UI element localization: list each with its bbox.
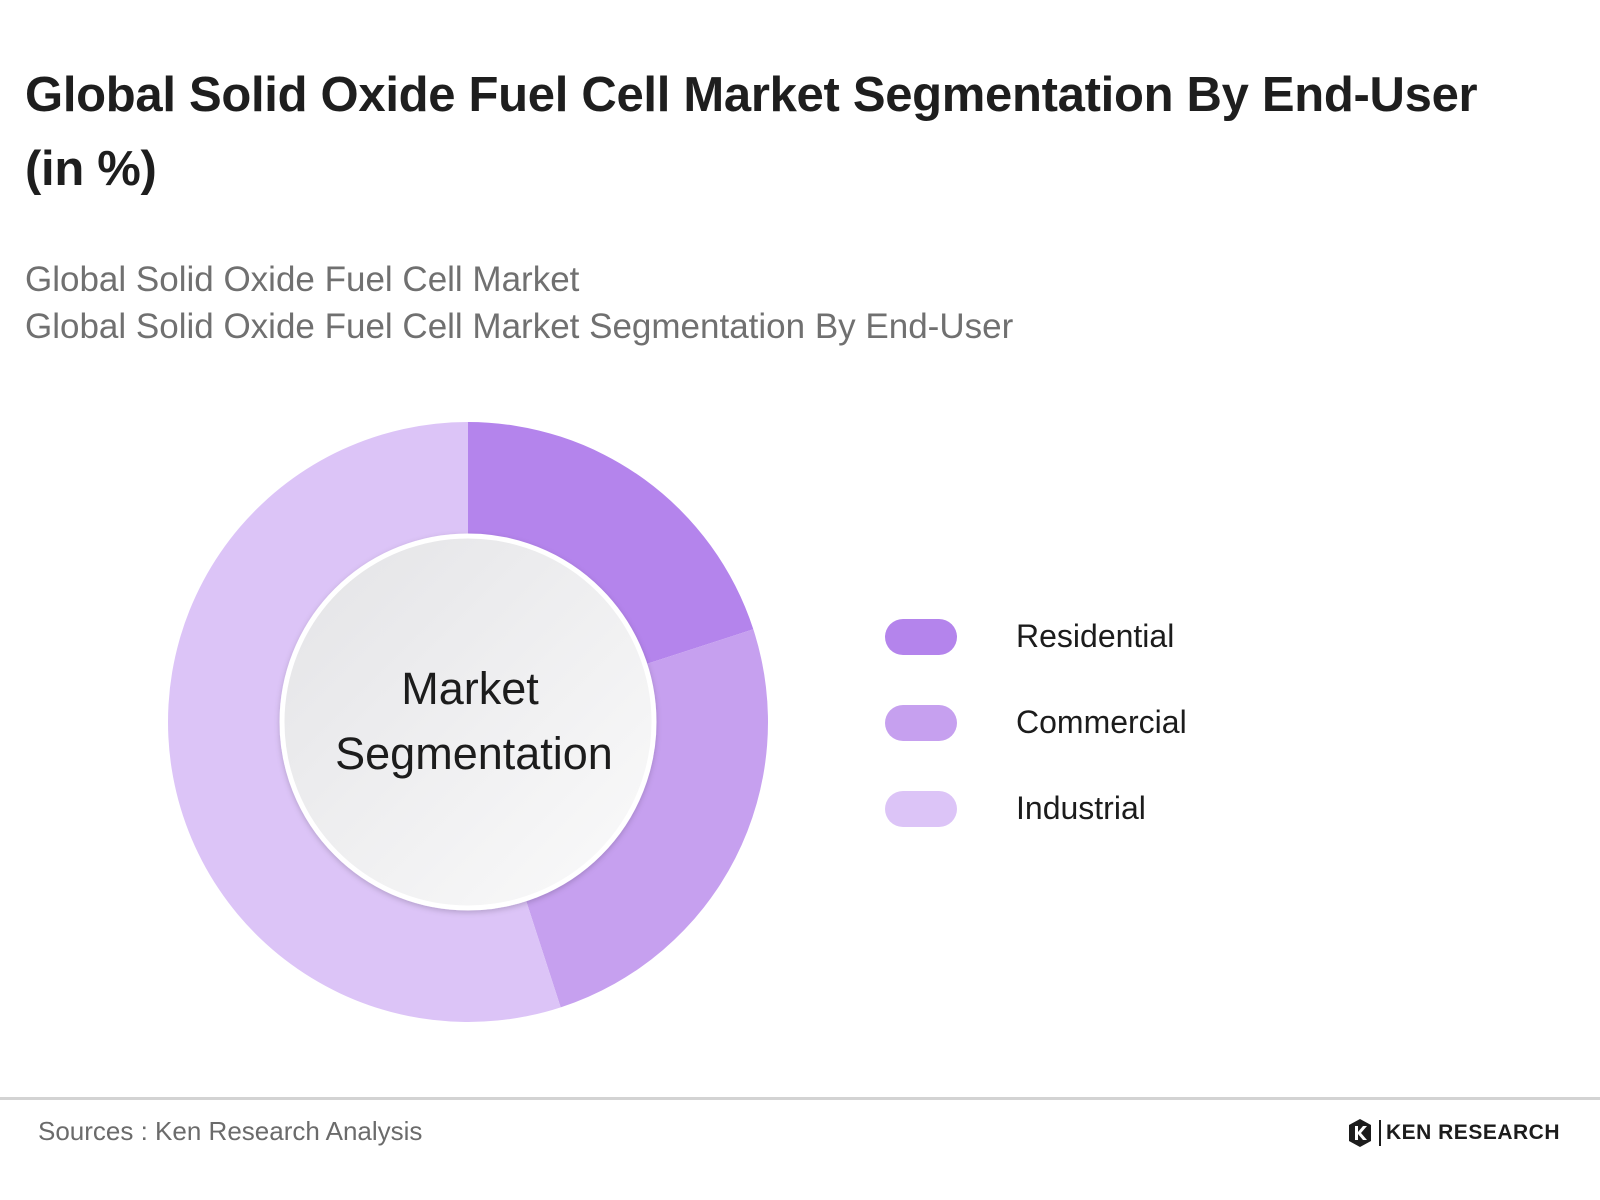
legend-item-commercial: Commercial <box>885 702 1385 742</box>
chart-subtitle-segmentation: Global Solid Oxide Fuel Cell Market Segm… <box>25 307 1014 346</box>
center-label-line2: Segmentation <box>335 728 613 779</box>
legend-label-residential: Residential <box>1016 618 1175 654</box>
source-note: Sources : Ken Research Analysis <box>38 1116 423 1146</box>
legend-swatch-commercial <box>885 705 957 741</box>
brand-logo: KEN RESEARCH <box>1347 1116 1560 1150</box>
chart-subtitle-market: Global Solid Oxide Fuel Cell Market <box>25 260 580 299</box>
legend-swatch-industrial <box>885 791 957 827</box>
donut-slice-commercial <box>526 629 768 1008</box>
legend-label-commercial: Commercial <box>1016 704 1187 740</box>
chart-title: Global Solid Oxide Fuel Cell Market Segm… <box>25 68 1478 196</box>
center-label-line1: Market <box>401 663 539 714</box>
ken-research-logo-icon <box>1348 1119 1371 1147</box>
legend-swatch-residential <box>885 619 957 655</box>
brand-divider <box>1378 1120 1381 1146</box>
legend-label-industrial: Industrial <box>1016 790 1146 826</box>
brand-name: KEN RESEARCH <box>1385 1121 1560 1144</box>
footer-divider <box>0 1097 1600 1100</box>
donut-chart: Market Segmentation <box>167 422 768 1022</box>
donut-slice-industrial <box>167 422 561 1022</box>
legend-item-residential: Residential <box>885 616 1385 656</box>
donut-slice-residential <box>468 422 754 664</box>
donut-center-disc <box>279 533 657 911</box>
legend-item-industrial: Industrial <box>885 788 1385 828</box>
